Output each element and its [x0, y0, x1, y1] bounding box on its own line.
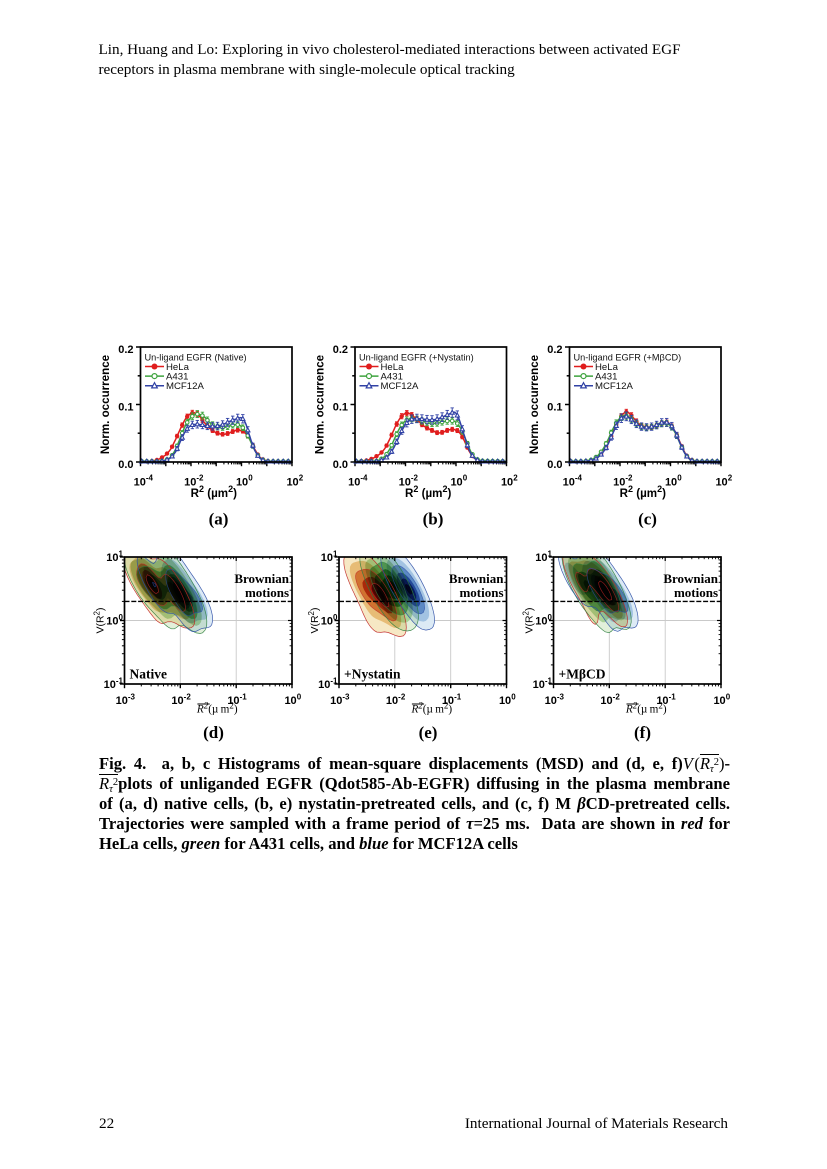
- svg-text:R2 (µm2): R2 (µm2): [191, 484, 237, 500]
- svg-text:A431: A431: [166, 372, 188, 383]
- svg-text:V(R2): V(R2): [307, 607, 321, 633]
- svg-text:10-3: 10-3: [545, 692, 565, 707]
- svg-text:102: 102: [715, 473, 732, 488]
- svg-text:10-3: 10-3: [330, 692, 350, 707]
- svg-text:100: 100: [535, 613, 552, 628]
- svg-text:10-3: 10-3: [116, 692, 136, 707]
- svg-text:R2(µ m2): R2(µ m2): [625, 701, 667, 716]
- svg-text:HeLa: HeLa: [166, 362, 190, 373]
- svg-text:+Nystatin: +Nystatin: [344, 667, 401, 682]
- svg-text:MCF12A: MCF12A: [381, 381, 419, 392]
- svg-text:0.1: 0.1: [333, 402, 348, 414]
- svg-text:(a): (a): [209, 510, 229, 529]
- svg-text:0.0: 0.0: [547, 459, 562, 471]
- svg-text:Un-ligand EGFR (+MβCD): Un-ligand EGFR (+MβCD): [574, 353, 682, 363]
- svg-text:0.1: 0.1: [118, 402, 133, 414]
- svg-text:10-2: 10-2: [600, 692, 620, 707]
- svg-text:10-4: 10-4: [134, 473, 154, 488]
- svg-text:Brownian: Brownian: [663, 571, 718, 586]
- svg-text:100: 100: [665, 473, 682, 488]
- svg-text:100: 100: [450, 473, 467, 488]
- svg-text:V(R2): V(R2): [522, 607, 536, 633]
- svg-text:100: 100: [284, 692, 301, 707]
- svg-text:(c): (c): [638, 510, 657, 529]
- svg-text:10-1: 10-1: [104, 677, 124, 692]
- svg-text:0.2: 0.2: [118, 344, 133, 356]
- svg-text:101: 101: [535, 550, 552, 565]
- svg-text:motions: motions: [245, 585, 289, 600]
- svg-text:Un-ligand EGFR (+Nystatin): Un-ligand EGFR (+Nystatin): [359, 353, 474, 363]
- svg-text:V(R2): V(R2): [93, 607, 107, 633]
- svg-text:100: 100: [499, 692, 516, 707]
- svg-text:102: 102: [286, 473, 303, 488]
- svg-text:R2(µ m2): R2(µ m2): [410, 701, 452, 716]
- svg-text:10-2: 10-2: [171, 692, 191, 707]
- svg-text:100: 100: [236, 473, 253, 488]
- svg-text:Un-ligand EGFR (Native): Un-ligand EGFR (Native): [145, 353, 247, 363]
- svg-text:Native: Native: [130, 667, 168, 682]
- svg-text:MCF12A: MCF12A: [595, 381, 633, 392]
- svg-text:10-4: 10-4: [563, 473, 583, 488]
- svg-text:Norm. occurrence: Norm. occurrence: [99, 354, 112, 454]
- svg-text:100: 100: [106, 613, 123, 628]
- svg-text:A431: A431: [381, 372, 403, 383]
- svg-text:(b): (b): [423, 510, 444, 529]
- svg-text:0.0: 0.0: [333, 459, 348, 471]
- svg-text:R2 (µm2): R2 (µm2): [620, 484, 666, 500]
- svg-text:A431: A431: [595, 372, 617, 383]
- svg-text:10-1: 10-1: [533, 677, 553, 692]
- svg-text:10-2: 10-2: [386, 692, 406, 707]
- svg-text:+MβCD: +MβCD: [559, 667, 606, 682]
- svg-text:R2(µ m2): R2(µ m2): [196, 701, 238, 716]
- svg-text:102: 102: [501, 473, 518, 488]
- svg-text:0.1: 0.1: [547, 402, 562, 414]
- svg-text:0.0: 0.0: [118, 459, 133, 471]
- svg-text:(f): (f): [634, 723, 651, 742]
- svg-text:Brownian: Brownian: [449, 571, 504, 586]
- svg-text:MCF12A: MCF12A: [166, 381, 204, 392]
- svg-text:100: 100: [321, 613, 338, 628]
- svg-text:(e): (e): [419, 723, 438, 742]
- svg-text:Norm. occurrence: Norm. occurrence: [528, 354, 541, 454]
- svg-text:0.2: 0.2: [547, 344, 562, 356]
- svg-text:10-4: 10-4: [348, 473, 368, 488]
- svg-text:10-1: 10-1: [318, 677, 338, 692]
- svg-text:motions: motions: [674, 585, 718, 600]
- svg-text:R2 (µm2): R2 (µm2): [405, 484, 451, 500]
- svg-text:HeLa: HeLa: [381, 362, 405, 373]
- svg-text:motions: motions: [459, 585, 503, 600]
- svg-text:0.2: 0.2: [333, 344, 348, 356]
- svg-text:Norm. occurrence: Norm. occurrence: [314, 354, 327, 454]
- svg-text:Brownian: Brownian: [234, 571, 289, 586]
- svg-text:100: 100: [713, 692, 730, 707]
- svg-text:101: 101: [321, 550, 338, 565]
- svg-text:HeLa: HeLa: [595, 362, 619, 373]
- svg-text:(d): (d): [203, 723, 224, 742]
- svg-text:101: 101: [106, 550, 123, 565]
